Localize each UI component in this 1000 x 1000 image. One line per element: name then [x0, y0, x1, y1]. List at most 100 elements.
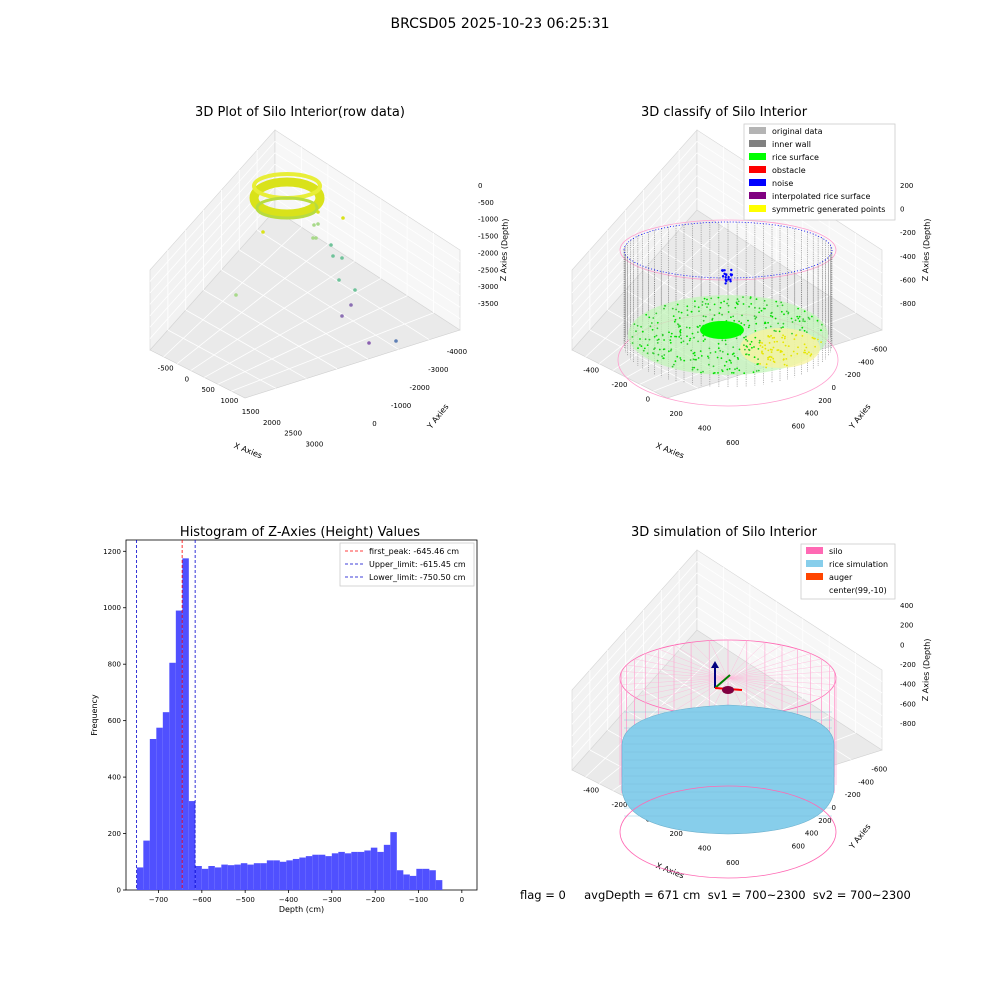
plot2-rice-point — [701, 301, 704, 303]
plot4-legend-swatch — [806, 586, 823, 593]
plot2-rice-point — [686, 305, 689, 308]
plot2-rice-point — [742, 303, 745, 305]
plot2-rice-point — [768, 356, 771, 358]
plot2-rice-point — [697, 306, 700, 309]
plot3-histogram-bar — [260, 863, 267, 890]
plot2-rice-point — [728, 368, 731, 370]
plot2-rice-point — [675, 308, 677, 311]
plot2-rice-point — [764, 347, 767, 350]
plot2-symmetric-points-area — [740, 328, 820, 368]
plot2-rice-point — [726, 368, 729, 371]
plot2-rice-point — [704, 302, 707, 305]
plot2-rice-point — [777, 349, 780, 351]
plot2-rice-point — [791, 321, 794, 323]
plot3-histogram-bar — [234, 864, 241, 890]
plot3-histogram-bar — [435, 880, 443, 890]
plot3-x-tick-label: −100 — [409, 896, 428, 904]
plot3-x-tick-label: −400 — [279, 896, 298, 904]
plot2-rice-point — [765, 366, 767, 369]
plot2-rice-point — [690, 310, 693, 313]
plot2-rice-point — [738, 348, 741, 351]
plot2-rice-point — [783, 363, 786, 366]
plot2-legend-swatch — [749, 192, 766, 199]
plot4-y-tick-label: 600 — [792, 843, 805, 851]
plot2-rice-point — [640, 345, 643, 348]
plot2-rice-point — [697, 331, 699, 334]
plot2-rice-point — [765, 326, 767, 329]
plot1-x-tick-label: 500 — [201, 386, 214, 394]
plot2-rice-point — [717, 342, 720, 345]
plot4-z-tick-label: -200 — [900, 661, 916, 669]
plot2-rice-point — [736, 298, 739, 300]
plot3-x-tick-label: −600 — [192, 896, 211, 904]
plot2-rice-point — [796, 352, 799, 355]
plot2-wall-grid — [571, 141, 698, 282]
plot2-rice-point — [680, 341, 683, 344]
plot3-y-tick-label: 600 — [108, 717, 121, 725]
plot3-x-axis-label: Depth (cm) — [279, 905, 324, 914]
plot2-y-axis-label: Y Axies — [847, 402, 873, 431]
plot2-rice-point — [733, 319, 736, 322]
plot4-y-arrow — [714, 674, 731, 689]
plot2-rice-peak — [700, 321, 744, 339]
plot4-silo-lid-line — [634, 658, 729, 679]
plot2-rice-point — [747, 319, 749, 322]
plot1-floor-grid — [231, 312, 434, 392]
plot3-x-tick-label: −200 — [366, 896, 385, 904]
plot2-rice-point — [708, 363, 710, 366]
plot2-rice-point — [733, 355, 736, 357]
plot2-rice-point — [783, 313, 785, 316]
plot2-x-tick-label: 600 — [726, 439, 739, 447]
plot4-legend-label: silo — [829, 547, 843, 556]
plot2-x-tick-label: -400 — [583, 366, 599, 374]
plot2-rice-point — [821, 323, 823, 326]
plot2-noise-point — [729, 273, 732, 276]
plot2-rice-point — [803, 351, 805, 354]
plot3-histogram-bar — [357, 851, 365, 890]
plot4-y-axis-label: Y Axies — [847, 822, 873, 851]
plot2-wall-grid — [571, 175, 698, 316]
plot2-legend-swatch — [749, 153, 766, 160]
plot2-rice-point — [765, 363, 768, 366]
plot1-y-axis-label: Y Axies — [425, 402, 451, 431]
plot3-histogram-bar — [273, 860, 280, 890]
plot1-z-tick-label: -2500 — [478, 266, 498, 274]
plot1-wall-grid — [149, 141, 276, 282]
plot2-rice-point — [758, 311, 760, 314]
plot2-rice-point — [636, 324, 639, 327]
plot4-silo-lid-line — [658, 677, 729, 708]
plot2-rice-point — [656, 359, 659, 362]
plot2-rice-point — [743, 344, 745, 347]
plot2-legend-swatch — [749, 127, 766, 134]
plot2-rice-point — [796, 315, 799, 318]
plot2-rice-point — [679, 357, 682, 359]
plot2-rice-point — [758, 307, 761, 310]
plot3-y-tick-label: 1200 — [103, 548, 121, 556]
plot4-silo-lid-line — [727, 671, 835, 679]
plot2-rice-point — [726, 302, 728, 305]
plot2-rice-point — [662, 348, 665, 351]
plot4-silo-lid-line — [727, 644, 783, 679]
plot2-rice-point — [814, 337, 816, 340]
plot1-scatter-point — [331, 254, 335, 258]
plot3-y-tick-label: 1000 — [103, 604, 121, 612]
plot4-wall-grid — [696, 618, 883, 739]
plot2-rice-point — [756, 363, 759, 366]
plot2-rice-point — [808, 318, 811, 320]
plot2-rice-point — [769, 348, 772, 351]
plot2-rice-point — [711, 319, 714, 321]
plot1-ring-points — [249, 177, 325, 219]
plot2-rice-point — [772, 357, 775, 360]
plot2-rice-point — [803, 349, 806, 352]
plot2-rice-point — [748, 348, 750, 351]
plot4-silo-bottom — [619, 785, 837, 879]
plot2-rice-point — [732, 372, 735, 374]
plot1-scatter-point — [316, 222, 320, 226]
plot1-floor-grid — [203, 289, 338, 370]
plot4-silo-lid-line — [727, 642, 766, 679]
plot2-noise-point — [730, 268, 733, 272]
plot2-rice-point — [674, 318, 677, 321]
plot2-rice-point — [689, 359, 692, 361]
plot4-silo-lid-line — [727, 677, 835, 685]
plot1-y-tick-label: -3000 — [428, 366, 448, 374]
